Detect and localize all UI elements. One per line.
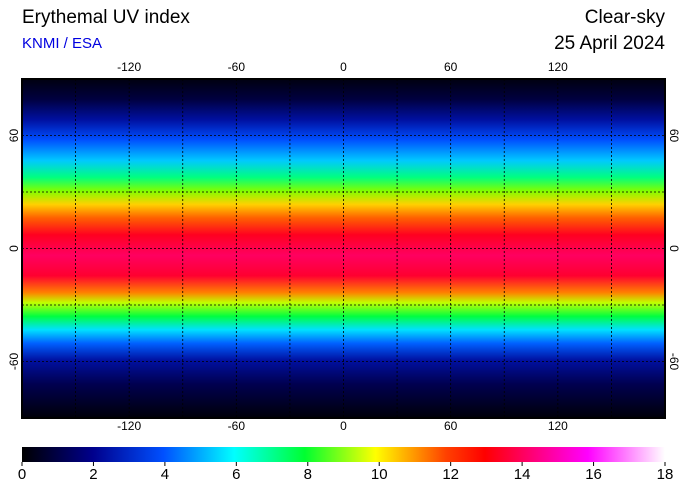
date: 25 April 2024 (554, 33, 665, 54)
lat-tick-label: 0 (667, 245, 681, 252)
colorbar-tick-label: 2 (89, 466, 97, 483)
lat-tick-label: -60 (7, 353, 21, 371)
lon-tick-label: 0 (340, 419, 347, 433)
credit: KNMI / ESA (22, 35, 102, 52)
colorbar (22, 447, 665, 462)
lat-tick-label: 0 (7, 245, 21, 252)
colorbar-tick-label: 18 (657, 466, 674, 483)
lon-tick-label: -60 (228, 419, 246, 433)
map-frame (21, 78, 666, 419)
lon-tick-label: 0 (340, 60, 347, 74)
mode: Clear-sky (585, 7, 666, 28)
lon-tick-label: -120 (117, 419, 141, 433)
lat-tick-label: 60 (7, 129, 21, 143)
colorbar-tick-label: 16 (585, 466, 602, 483)
grid (22, 79, 665, 418)
lon-tick-label: 60 (444, 60, 458, 74)
lon-tick-label: 120 (548, 60, 568, 74)
colorbar-tick-label: 14 (514, 466, 531, 483)
lon-tick-label: 120 (548, 419, 568, 433)
colorbar-tick-label: 12 (442, 466, 459, 483)
title: Erythemal UV index (22, 7, 190, 28)
colorbar-tick-label: 4 (161, 466, 169, 483)
colorbar-tick-label: 10 (371, 466, 388, 483)
colorbar-tick-label: 0 (18, 466, 26, 483)
lat-tick-label: 60 (667, 129, 681, 143)
lon-tick-label: 60 (444, 419, 458, 433)
lat-tick-label: -60 (667, 353, 681, 371)
lon-tick-label: -120 (117, 60, 141, 74)
colorbar-tick-label: 8 (304, 466, 312, 483)
colorbar-tick-label: 6 (232, 466, 240, 483)
lon-tick-label: -60 (228, 60, 246, 74)
labels: -120 -120 -60 -60 0 0 60 60 120 120 60 60 0 0 -60 -60 0 2… (7, 60, 681, 483)
